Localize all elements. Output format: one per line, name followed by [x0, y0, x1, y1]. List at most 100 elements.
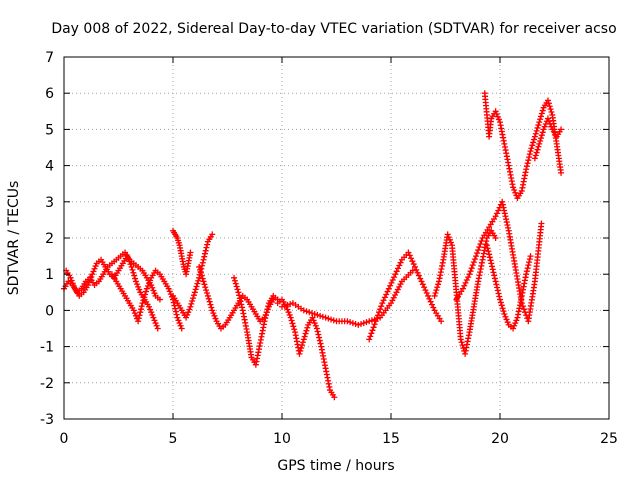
data-point-interp [281, 302, 288, 309]
y-tick-label: 1 [45, 267, 54, 283]
data-point [84, 282, 91, 289]
data-point-interp [421, 284, 428, 291]
data-point-interp [494, 284, 501, 291]
data-point-interp [190, 295, 197, 302]
data-point-interp [486, 254, 493, 261]
data-point [473, 253, 480, 260]
data-point-interp [301, 333, 308, 340]
data-point-interp [287, 301, 294, 308]
data-point-interp [135, 283, 142, 290]
data-point-interp [378, 303, 385, 310]
data-point-interp [285, 309, 292, 316]
data-point-interp [415, 272, 422, 279]
data-point-interp [419, 281, 426, 288]
data-point-interp [413, 266, 420, 273]
data-point-interp [310, 317, 317, 324]
data-point-interp [238, 301, 245, 308]
data-point-interp [495, 290, 502, 297]
data-point [165, 285, 172, 292]
data-point [492, 235, 499, 241]
data-point-interp [291, 326, 298, 333]
data-point-interp [317, 340, 324, 347]
data-point-interp [190, 292, 197, 299]
axis-ticks: 0 5 10 15 20 25 -3 -2 -1 0 1 2 3 4 5 6 7 [40, 50, 618, 447]
data-point-interp [299, 339, 306, 346]
data-point [405, 249, 412, 256]
data-point-interp [135, 315, 142, 322]
data-point-interp [477, 241, 484, 248]
y-tick-label: 4 [45, 159, 54, 175]
data-point-interp [502, 213, 509, 220]
data-point [523, 271, 530, 278]
data-point-interp [537, 135, 544, 142]
data-point [492, 278, 499, 285]
data-point-interp [526, 259, 533, 266]
data-point-interp [172, 308, 179, 315]
data-point-interp [520, 306, 527, 313]
data-point-interp [148, 309, 155, 316]
data-point-interp [373, 315, 380, 322]
data-point-interp [393, 268, 400, 275]
data-point-interp [489, 263, 496, 270]
data-point [527, 148, 534, 155]
y-tick-label: 2 [45, 231, 54, 247]
data-point [128, 263, 135, 270]
data-point-interp [503, 216, 510, 223]
data-point-interp [409, 258, 416, 265]
data-point-interp [199, 259, 206, 266]
data-point [135, 318, 142, 325]
data-point-interp [426, 295, 433, 302]
data-point [379, 300, 386, 307]
data-point-interp [166, 288, 173, 295]
data-point-interp [493, 281, 500, 288]
data-point-interp [499, 305, 506, 312]
data-point-interp [264, 306, 271, 313]
data-point-interp [427, 298, 434, 305]
data-point-interp [535, 143, 542, 150]
data-point [261, 318, 268, 325]
x-axis-label: GPS time / hours [277, 458, 394, 474]
data-point-interp [495, 207, 502, 214]
data-point [178, 325, 185, 332]
data-point-interp [131, 272, 138, 279]
data-point-interp [526, 154, 533, 161]
data-point-interp [523, 163, 530, 170]
data-point-interp [192, 286, 199, 293]
data-point [510, 184, 517, 191]
data-point-interp [475, 247, 482, 254]
data-point-interp [131, 310, 138, 317]
data-point-interp [144, 282, 151, 289]
data-point [279, 303, 285, 310]
data-point-interp [130, 269, 137, 276]
data-point-interp [374, 312, 381, 319]
data-point-interp [202, 284, 209, 291]
data-point-interp [512, 189, 519, 196]
data-point [536, 140, 543, 147]
data-point-interp [137, 309, 144, 316]
data-point [492, 108, 499, 115]
data-point-interp [360, 320, 367, 327]
data-point-interp [151, 317, 158, 324]
data-point-interp [397, 259, 404, 266]
data-point-interp [303, 327, 310, 334]
data-point-interp [308, 310, 315, 317]
data-point-interp [526, 256, 533, 263]
data-point-interp [314, 328, 321, 335]
data-point-interp [432, 290, 439, 297]
data-point-interp [495, 116, 502, 123]
data-point-interp [363, 319, 370, 326]
data-point-interp [316, 334, 323, 341]
data-point-interp [207, 301, 214, 308]
data-point [300, 336, 307, 343]
data-point [204, 292, 211, 299]
data-point [510, 325, 517, 332]
data-point-interp [533, 149, 540, 156]
data-point-interp [428, 301, 435, 308]
data-point-interp [141, 294, 148, 301]
data-point-interp [422, 287, 429, 294]
data-point-interp [478, 238, 485, 245]
data-point-interp [347, 319, 354, 326]
data-point [431, 292, 438, 299]
data-point-interp [367, 333, 374, 340]
data-point-interp [547, 106, 554, 113]
